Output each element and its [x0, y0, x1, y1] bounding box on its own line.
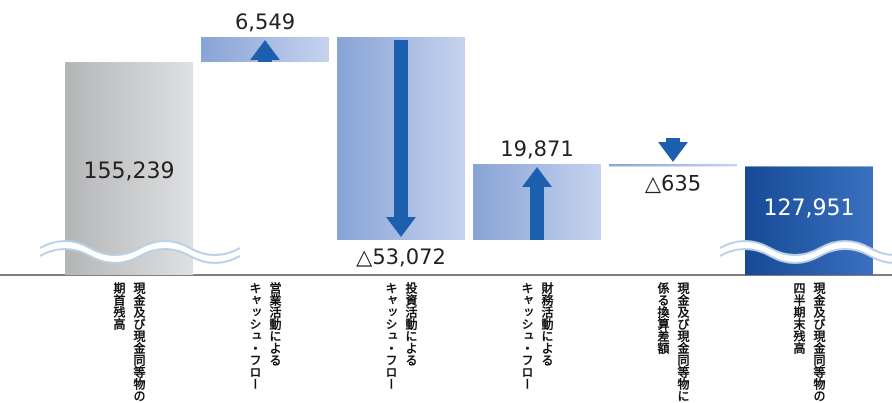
- x-tick-label: 投資活動による: [404, 281, 418, 366]
- x-tick-label: 現金及び現金同等物に: [676, 282, 690, 402]
- bar: [65, 62, 193, 275]
- value-label: △635: [645, 171, 701, 195]
- arrow: [386, 40, 416, 237]
- x-tick-label: キャッシュ・フロー: [520, 282, 534, 390]
- x-tick-label: 四半期末残高: [792, 282, 806, 355]
- axis-break: [39, 240, 241, 256]
- x-tick-label: 財務活動による: [540, 281, 554, 366]
- value-label: 19,871: [500, 137, 573, 161]
- x-tick-label: キャッシュ・フロー: [248, 282, 262, 390]
- arrow: [250, 40, 280, 63]
- axis-break: [719, 248, 892, 264]
- value-label: 155,239: [84, 159, 175, 184]
- axis-break: [40, 241, 240, 263]
- x-tick-label: キャッシュ・フロー: [384, 282, 398, 390]
- value-label: △53,072: [356, 245, 446, 269]
- x-tick-label: 係る換算差額: [656, 281, 670, 355]
- value-label: 6,549: [235, 10, 295, 34]
- arrow: [522, 166, 552, 240]
- bar: [609, 163, 737, 167]
- arrow: [658, 137, 688, 162]
- x-tick-label: 期首残高: [112, 281, 126, 331]
- x-tick-label: 現金及び現金同等物の: [132, 282, 146, 402]
- axis-break: [720, 241, 892, 263]
- x-tick-label: 営業活動による: [268, 281, 282, 366]
- value-label: 127,951: [764, 196, 855, 221]
- x-tick-label: 現金及び現金同等物の: [812, 282, 826, 402]
- axis-break: [39, 248, 241, 264]
- axis-break: [719, 240, 892, 256]
